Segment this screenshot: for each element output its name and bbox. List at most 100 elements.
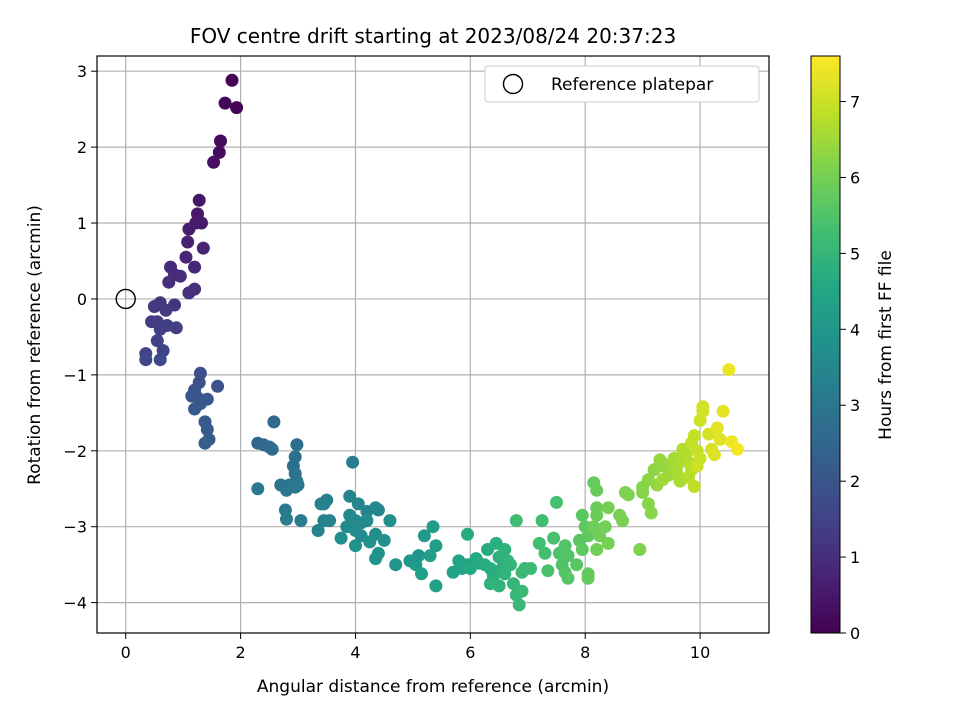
x-tick-label: 2 — [235, 643, 245, 662]
data-point — [509, 514, 523, 528]
data-point — [558, 539, 572, 553]
data-point — [173, 269, 187, 283]
data-point — [280, 512, 293, 526]
data-point — [150, 334, 164, 348]
y-tick-label: 2 — [77, 138, 87, 157]
plot-frame — [96, 55, 770, 634]
data-point — [710, 421, 724, 435]
colorbar-tick-label: 0 — [850, 624, 860, 643]
data-point — [377, 533, 391, 547]
data-point — [162, 275, 176, 289]
colorbar-gradient — [810, 55, 841, 634]
data-point — [598, 520, 612, 534]
data-point — [147, 300, 161, 313]
data-point — [524, 562, 538, 575]
data-point — [211, 379, 225, 393]
data-point — [343, 489, 357, 503]
x-tick-label: 4 — [350, 643, 360, 662]
y-tick-label: −2 — [63, 442, 87, 461]
data-point — [601, 536, 615, 550]
y-tick-label: 1 — [77, 214, 87, 233]
data-point — [575, 543, 589, 556]
data-point — [616, 514, 629, 528]
data-point — [196, 241, 210, 255]
data-point — [251, 482, 265, 496]
data-point — [265, 442, 279, 456]
data-point — [346, 455, 360, 469]
legend-box — [484, 65, 760, 103]
data-point — [288, 480, 302, 494]
data-point — [730, 442, 744, 456]
data-point — [506, 577, 520, 591]
colorbar-tick-label: 6 — [850, 168, 860, 187]
data-point — [294, 514, 308, 528]
data-point — [722, 363, 736, 377]
reference-point-marker — [115, 288, 136, 310]
data-point — [696, 404, 710, 418]
data-point — [188, 260, 202, 274]
colorbar-tick-label: 4 — [850, 320, 860, 339]
data-point — [415, 567, 428, 581]
data-point — [601, 501, 615, 515]
data-point — [360, 514, 374, 528]
data-point — [363, 535, 377, 549]
colorbar-tick-label: 5 — [850, 244, 860, 263]
data-point — [230, 101, 244, 115]
data-point — [267, 415, 281, 429]
y-tick-label: 0 — [77, 290, 87, 309]
data-point — [636, 486, 650, 499]
data-point — [504, 558, 517, 572]
data-point — [198, 436, 212, 450]
data-point — [575, 508, 589, 522]
y-tick-label: −1 — [63, 366, 87, 385]
colorbar: 0 1 2 3 4 5 6 7 Hours from first FF file — [810, 55, 896, 643]
data-point — [547, 531, 561, 545]
data-points — [139, 73, 744, 612]
chart-title: FOV centre drift starting at 2023/08/24 … — [190, 24, 676, 48]
data-point — [713, 432, 727, 446]
y-axis-label: Rotation from reference (arcmin) — [25, 205, 45, 485]
data-point — [590, 543, 604, 556]
colorbar-label: Hours from first FF file — [876, 250, 896, 440]
data-point — [212, 145, 226, 159]
data-point — [182, 286, 196, 300]
data-point — [498, 543, 512, 556]
data-point — [159, 303, 173, 317]
data-point — [311, 524, 325, 537]
data-point — [670, 467, 684, 481]
data-point — [369, 552, 383, 566]
y-axis-ticks: −4 −3 −2 −1 0 1 2 3 — [63, 62, 97, 613]
data-point — [188, 402, 202, 416]
data-point — [690, 459, 704, 473]
data-point — [716, 404, 730, 418]
data-point — [383, 514, 397, 528]
y-tick-label: −3 — [63, 518, 87, 537]
colorbar-tick-label: 7 — [850, 93, 860, 112]
data-point — [181, 235, 195, 249]
data-point — [334, 531, 348, 545]
y-tick-label: −4 — [63, 594, 87, 613]
data-point — [153, 322, 167, 336]
x-tick-label: 0 — [121, 643, 131, 662]
data-point — [429, 579, 443, 593]
data-point — [323, 514, 337, 528]
data-point — [535, 514, 549, 528]
data-point — [707, 448, 721, 462]
data-point — [349, 539, 362, 553]
data-point — [515, 584, 529, 598]
data-point — [225, 73, 239, 87]
data-point — [417, 529, 431, 543]
data-point — [169, 321, 183, 335]
colorbar-tick-label: 1 — [850, 548, 860, 567]
y-tick-label: 3 — [77, 62, 87, 81]
data-point — [581, 571, 595, 585]
data-point — [483, 577, 497, 591]
data-point — [541, 564, 555, 578]
data-point — [423, 549, 437, 563]
data-point — [590, 483, 604, 497]
colorbar-ticks: 0 1 2 3 4 5 6 7 — [840, 93, 860, 643]
data-point — [644, 506, 658, 520]
colorbar-tick-label: 3 — [850, 396, 860, 415]
data-point — [429, 539, 443, 553]
data-point — [633, 543, 647, 556]
